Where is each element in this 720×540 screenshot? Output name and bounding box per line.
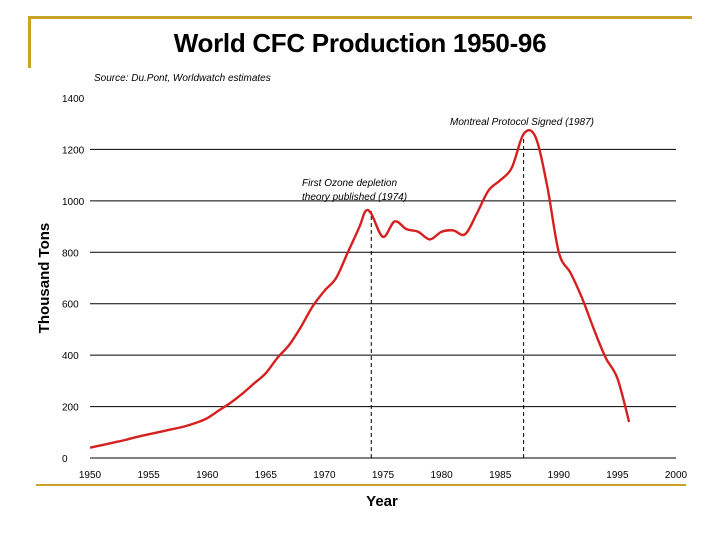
y-tick-1000: 1000 — [62, 197, 85, 208]
x-axis-label: Year — [366, 493, 398, 510]
series — [89, 128, 631, 449]
series-line-cfc-production — [89, 128, 631, 449]
annotation-1987: Montreal Protocol Signed (1987) — [450, 117, 594, 128]
y-tick-400: 400 — [62, 351, 79, 362]
x-tick-2000: 2000 — [665, 470, 688, 481]
frame-top-rule — [28, 16, 692, 19]
y-tick-600: 600 — [62, 300, 79, 311]
x-tick-1995: 1995 — [606, 470, 629, 481]
frame-bottom-rule — [36, 484, 686, 486]
y-tick-1400: 1400 — [62, 94, 85, 105]
y-tick-0: 0 — [62, 454, 68, 465]
frame-left-rule — [28, 16, 31, 68]
y-axis-label: Thousand Tons — [36, 223, 53, 334]
annotation-line: theory published (1974) — [302, 192, 407, 203]
x-tick-1970: 1970 — [313, 470, 336, 481]
y-tick-1200: 1200 — [62, 145, 85, 156]
x-tick-1950: 1950 — [79, 470, 102, 481]
annotations: First Ozone depletion theory published (1… — [302, 117, 594, 458]
x-tick-1990: 1990 — [548, 470, 571, 481]
grid — [90, 148, 676, 459]
x-tick-1955: 1955 — [137, 470, 160, 481]
x-tick-1975: 1975 — [372, 470, 395, 481]
x-tick-1985: 1985 — [489, 470, 512, 481]
x-tick-labels: 1950 1955 1960 1965 1970 1975 1980 1985 1990 1995… — [79, 470, 688, 481]
y-tick-labels: 0 200 400 600 800 1000 1200 1400 — [62, 94, 85, 465]
annotation-line: First Ozone depletion — [302, 178, 397, 189]
x-tick-1980: 1980 — [430, 470, 453, 481]
x-tick-1960: 1960 — [196, 470, 219, 481]
y-tick-800: 800 — [62, 248, 79, 259]
x-tick-1965: 1965 — [255, 470, 278, 481]
source-note: Source: Du.Pont, Worldwatch estimates — [94, 73, 271, 84]
y-tick-200: 200 — [62, 403, 79, 414]
chart-title: World CFC Production 1950-96 — [173, 28, 547, 58]
annotation-1974: First Ozone depletion theory published (1… — [302, 178, 407, 203]
annotation-line: Montreal Protocol Signed (1987) — [450, 117, 594, 128]
